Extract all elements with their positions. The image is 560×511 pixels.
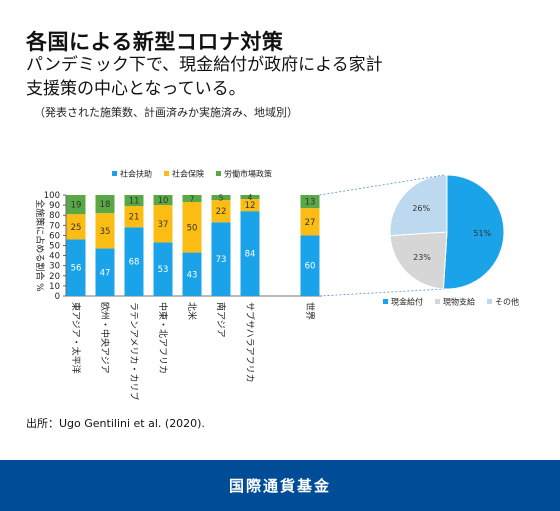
pie-legend-label: その他 (495, 297, 519, 307)
bar-segment (153, 195, 173, 206)
source-note: 出所：Ugo Gentilini et al. (2020). (26, 417, 205, 430)
bar-segment (300, 235, 320, 296)
bar-value-label: 11 (129, 197, 140, 207)
bar-value-label: 18 (100, 200, 111, 210)
y-tick-label: 20 (49, 272, 60, 282)
footer-brand: 国際通貨基金 (228, 477, 331, 495)
legend-label: 社会扶助 (120, 169, 152, 179)
legend-label: 社会保険 (172, 169, 204, 179)
y-tick-label: 10 (49, 282, 60, 292)
pie-legend-swatch (487, 299, 492, 304)
bar-value-label: 19 (71, 201, 82, 211)
bar-segment (95, 213, 115, 249)
page-subtitle: パンデミック下で、現金給付が政府による家計支援策の中心となっている。 (26, 55, 383, 99)
bar-value-label: 56 (71, 264, 82, 274)
x-category-label: 北米 (186, 302, 198, 320)
x-category-label: 南アジア (215, 302, 227, 338)
chart-note: （発表された施策数、計画済みか実施済み、地域別） (34, 106, 298, 119)
y-tick-label: 0 (55, 292, 60, 302)
bar-value-label: 12 (245, 201, 256, 211)
bar-value-label: 68 (129, 258, 140, 268)
connector-line (319, 288, 445, 297)
x-category-label: 中東・北アフリカ (157, 302, 169, 374)
bar-segment (211, 195, 231, 201)
x-category-label: 欧州・中央アジア (99, 302, 111, 374)
bar-value-label: 5 (219, 194, 224, 203)
y-tick-label: 60 (49, 231, 60, 241)
pie-value-label: 26% (412, 204, 430, 213)
bar-segment (95, 248, 115, 296)
x-category-label: 東アジア・太平洋 (70, 302, 82, 374)
bar-value-label: 7 (190, 195, 195, 204)
bar-value-label: 47 (100, 268, 111, 278)
connector-line (319, 174, 445, 196)
legend-label: 労働市場政策 (224, 169, 272, 179)
bar-segment (240, 199, 260, 212)
bar-value-label: 53 (158, 265, 169, 275)
bar-segment (124, 227, 144, 296)
pie-value-label: 51% (473, 229, 491, 238)
bar-segment (153, 242, 173, 296)
bar-segment (240, 195, 260, 200)
bar-value-label: 4 (248, 193, 253, 202)
pie-value-label: 23% (413, 253, 431, 262)
pie-slice (442, 174, 505, 290)
legend-swatch (216, 171, 221, 176)
footer-bar: 国際通貨基金 (0, 460, 560, 511)
bar-value-label: 37 (158, 220, 169, 230)
bar-segment (153, 205, 173, 243)
y-tick-label: 100 (44, 191, 60, 201)
bar-segment (66, 195, 86, 215)
bar-value-label: 25 (71, 223, 82, 233)
y-tick-label: 80 (49, 211, 60, 221)
bar-value-label: 84 (245, 250, 256, 260)
pie-legend-label: 現金給付 (391, 297, 423, 307)
x-category-label: ラテンアメリカ・カリブ (128, 302, 140, 401)
y-axis-label: 全施策に占める割合 % (34, 199, 46, 292)
x-category-label: サブサハラアフリカ (244, 302, 256, 383)
page-title: 各国による新型コロナ対策 (26, 30, 284, 54)
bar-segment (66, 239, 86, 296)
bar-segment (300, 195, 320, 209)
bar-segment (95, 195, 115, 214)
bar-segment (124, 206, 144, 228)
bar-value-label: 35 (100, 227, 111, 237)
bar-segment (300, 208, 320, 236)
bar-value-label: 27 (305, 218, 316, 228)
legend-swatch (112, 171, 117, 176)
pie-legend-label: 現物支給 (443, 297, 475, 307)
bar-value-label: 43 (187, 270, 198, 280)
bar-value-label: 60 (305, 262, 316, 272)
bar-value-label: 50 (187, 223, 198, 233)
pie-legend-swatch (383, 299, 388, 304)
bar-segment (66, 214, 86, 240)
bar-segment (182, 252, 202, 296)
y-tick-label: 90 (49, 201, 60, 211)
bar-segment (211, 222, 231, 296)
bar-segment (211, 200, 231, 223)
y-tick-label: 50 (49, 242, 60, 252)
x-category-label: 世界 (304, 302, 316, 320)
bar-value-label: 73 (216, 255, 227, 265)
bar-value-label: 13 (305, 198, 316, 208)
bar-value-label: 21 (129, 213, 140, 223)
bar-segment (182, 202, 202, 253)
y-tick-label: 40 (49, 252, 60, 262)
pie-legend-swatch (435, 299, 440, 304)
bar-segment (182, 195, 202, 203)
bar-value-label: 10 (158, 196, 169, 206)
bar-segment (240, 211, 260, 296)
y-tick-label: 30 (49, 262, 60, 272)
bar-segment (124, 195, 144, 207)
bar-value-label: 22 (216, 207, 227, 217)
y-tick-label: 70 (49, 221, 60, 231)
legend-swatch (164, 171, 169, 176)
pie-slice (389, 231, 448, 290)
